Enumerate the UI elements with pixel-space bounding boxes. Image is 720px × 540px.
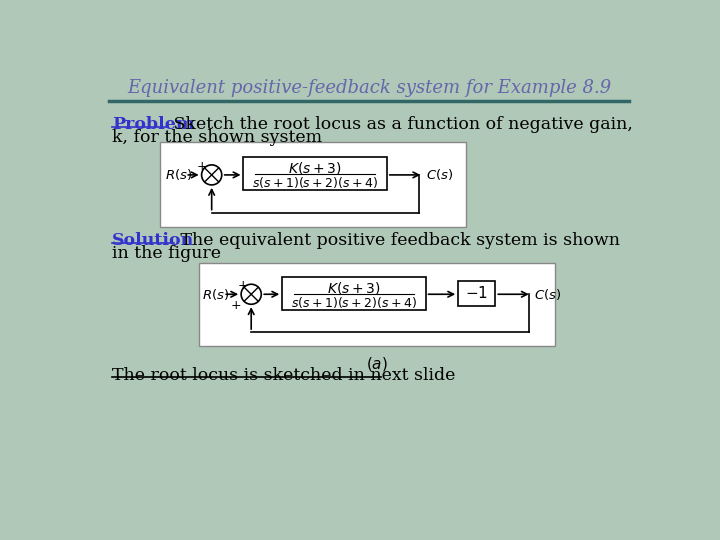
Text: in the figure: in the figure [112,245,221,262]
Text: k, for the shown system: k, for the shown system [112,130,322,146]
Text: Solution: Solution [112,232,194,249]
Text: $s(s+1)(s+2)(s+4)$: $s(s+1)(s+2)(s+4)$ [252,175,378,190]
Text: $+$: $+$ [237,279,248,292]
FancyBboxPatch shape [160,142,466,226]
Text: $C(s)$: $C(s)$ [534,287,562,302]
Text: $R(s)$: $R(s)$ [165,167,192,181]
FancyBboxPatch shape [282,278,426,309]
Text: $K(s+3)$: $K(s+3)$ [327,280,381,296]
Text: $+$: $+$ [230,299,241,312]
FancyBboxPatch shape [458,281,495,306]
Text: $+$: $+$ [196,160,207,173]
Text: The equivalent positive feedback system is shown: The equivalent positive feedback system … [175,232,620,249]
FancyBboxPatch shape [243,157,387,190]
Text: Problem: Problem [112,117,194,133]
Text: $R(s)$: $R(s)$ [202,287,230,302]
Text: $-1$: $-1$ [465,286,488,301]
Text: Equivalent positive-feedback system for Example 8.9: Equivalent positive-feedback system for … [127,79,611,97]
Text: $C(s)$: $C(s)$ [426,167,453,183]
FancyBboxPatch shape [199,262,555,346]
Text: $(a)$: $(a)$ [366,355,387,373]
Text: $s(s+1)(s+2)(s+4)$: $s(s+1)(s+2)(s+4)$ [291,295,417,310]
Text: The root locus is sketched in next slide: The root locus is sketched in next slide [112,367,455,383]
Text: $K(s+3)$: $K(s+3)$ [288,159,342,176]
Text: Sketch the root locus as a function of negative gain,: Sketch the root locus as a function of n… [168,117,633,133]
